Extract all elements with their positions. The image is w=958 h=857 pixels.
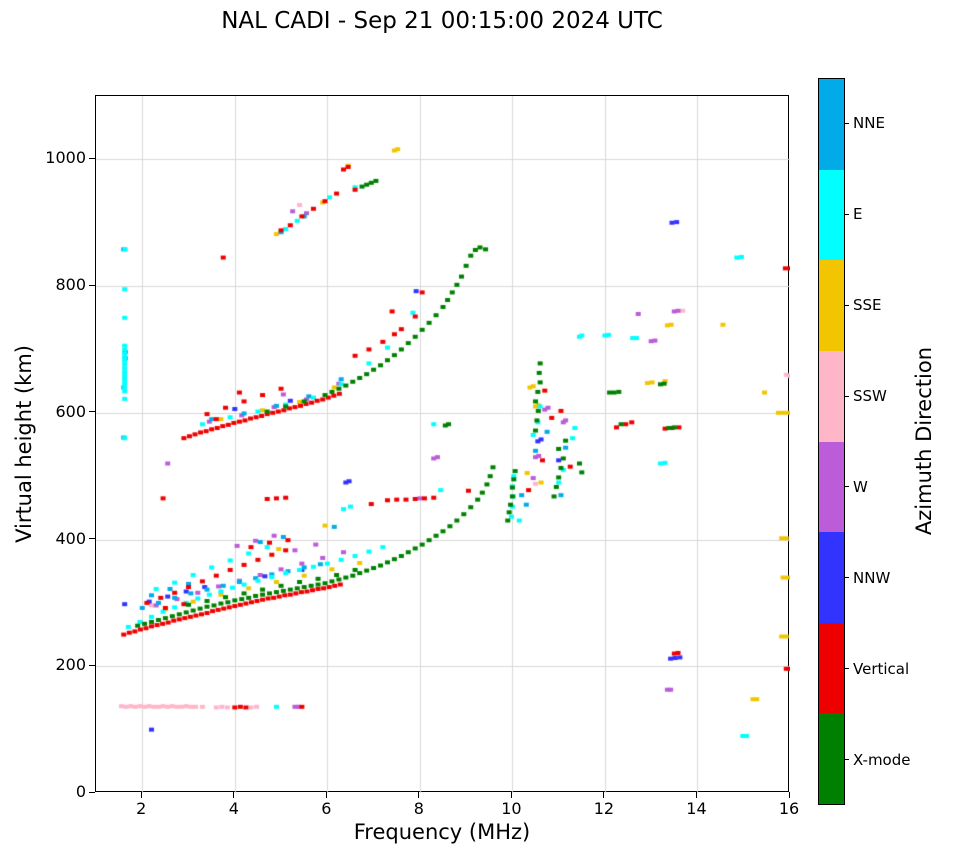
x-tick-mark [510,792,512,798]
y-axis-label-wrap: Virtual height (km) [6,95,42,792]
x-tick-label: 4 [228,799,239,818]
y-tick-mark [89,538,95,540]
x-axis-label: Frequency (MHz) [353,820,531,844]
colorbar-tick-mark [845,759,849,761]
colorbar-tick-label: NNW [853,568,891,587]
x-tick-label: 16 [778,799,800,818]
chart-title: NAL CADI - Sep 21 00:15:00 2024 UTC [221,8,663,34]
y-tick-label: 1000 [45,148,86,168]
x-tick-label: 12 [593,799,615,818]
colorbar-segment-w [819,441,844,533]
colorbar-tick-label: E [853,205,863,224]
x-tick-mark [695,792,697,798]
colorbar-tick-mark [845,486,849,488]
x-tick-mark [788,792,790,798]
colorbar-tick-mark [845,213,849,215]
colorbar-tick-mark [845,304,849,306]
y-tick-label: 600 [55,401,86,421]
plot-area [95,95,790,793]
x-tick-label: 10 [501,799,522,818]
y-axis-label: Virtual height (km) [12,344,36,543]
colorbar-title: Azimuth Direction [912,347,936,536]
y-tick-mark [89,664,95,666]
x-tick-label: 2 [136,799,147,818]
colorbar-tick-label: Vertical [853,659,910,678]
colorbar-tick-label: SSE [853,296,882,315]
y-tick-mark [89,284,95,286]
y-tick-label: 200 [55,655,86,675]
y-tick-label: 400 [55,528,86,548]
y-tick-mark [89,791,95,793]
x-tick-mark [418,792,420,798]
y-tick-label: 800 [55,275,86,295]
scatter-canvas [96,96,790,793]
colorbar-segment-ssw [819,350,844,442]
colorbar-tick-mark [845,577,849,579]
colorbar-segment-nne [819,79,844,170]
colorbar-tick-label: W [853,477,868,496]
colorbar-tick-mark [845,122,849,124]
colorbar-tick-label: X-mode [853,750,911,769]
x-tick-label: 14 [686,799,707,818]
colorbar [818,78,845,805]
colorbar-segment-vertical [819,622,844,714]
colorbar-tick-mark [845,668,849,670]
x-tick-label: 6 [321,799,332,818]
x-tick-label: 8 [413,799,424,818]
colorbar-segment-sse [819,260,844,351]
x-tick-mark [233,792,235,798]
y-tick-label: 0 [75,782,86,801]
colorbar-segment-e [819,169,844,261]
y-tick-mark [89,157,95,159]
x-tick-mark [140,792,142,798]
colorbar-title-wrap: Azimuth Direction [904,78,944,805]
colorbar-segment-nnw [819,532,844,623]
x-tick-mark [603,792,605,798]
colorbar-tick-label: SSW [853,387,887,406]
x-tick-mark [325,792,327,798]
y-tick-mark [89,411,95,413]
colorbar-tick-label: NNE [853,114,885,133]
colorbar-tick-mark [845,395,849,397]
colorbar-segment-x-mode [819,713,844,804]
